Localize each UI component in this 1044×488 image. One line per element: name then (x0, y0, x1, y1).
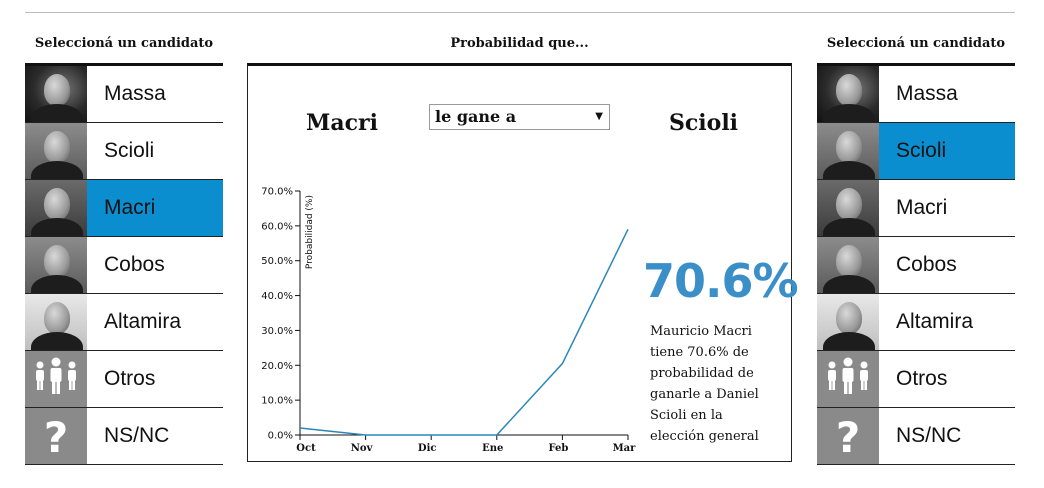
right-candidate-massa[interactable]: Massa (817, 66, 1015, 123)
x-tick-label: Mar (613, 443, 637, 454)
y-tick-label: 70.0% (261, 187, 293, 198)
right-candidate-cobos[interactable]: Cobos (817, 237, 1015, 294)
question-mark-icon: ? (817, 408, 879, 464)
right-candidate-list: Massa Scioli Macri Cobos Altamira Otros (817, 63, 1015, 465)
center-title: Probabilidad que... (450, 36, 589, 51)
right-candidate-altamira[interactable]: Altamira (817, 294, 1015, 351)
x-tick-label: Feb (548, 443, 568, 454)
altamira-photo (25, 294, 87, 350)
y-tick-label: 40.0% (261, 291, 293, 302)
right-column-title: Seleccioná un candidato (826, 36, 1006, 51)
candidate-b-name: Scioli (669, 110, 739, 136)
probability-chart: 0.0% 10.0% 20.0% 30.0% 40.0% 50.0% 60.0% 70.0% P… (261, 187, 637, 455)
probability-line (299, 229, 629, 436)
right-candidate-otros[interactable]: Otros (817, 351, 1015, 408)
candidate-label: Otros (896, 367, 948, 390)
right-candidate-macri[interactable]: Macri (817, 180, 1015, 237)
candidate-label: Massa (896, 82, 958, 105)
people-icon (817, 351, 879, 407)
candidate-label: NS/NC (896, 424, 962, 447)
candidate-label: Scioli (896, 139, 947, 162)
x-tick-label: Nov (351, 443, 374, 454)
candidate-label: Macri (896, 196, 948, 219)
candidate-label: Macri (104, 196, 156, 219)
left-column-title: Seleccioná un candidato (34, 36, 214, 51)
macri-photo (817, 180, 879, 236)
y-axis-label: Probabilidad (%) (305, 195, 315, 269)
cobos-photo (25, 237, 87, 293)
right-candidate-scioli[interactable]: Scioli (817, 123, 1015, 180)
left-candidate-scioli[interactable]: Scioli (25, 123, 223, 180)
candidate-label: Massa (104, 82, 166, 105)
massa-photo (25, 66, 87, 122)
probability-description: Mauricio Macri tiene 70.6% de probabilid… (650, 324, 759, 444)
macri-photo (25, 180, 87, 236)
candidate-label: Altamira (104, 310, 182, 333)
candidate-a-name: Macri (306, 110, 378, 136)
y-tick-label: 0.0% (268, 431, 293, 442)
x-tick-label: Oct (296, 443, 316, 454)
svg-text:?: ? (44, 413, 68, 462)
dropdown-arrow-icon: ▼ (595, 111, 603, 122)
top-divider (25, 12, 1015, 13)
relation-select[interactable]: le gane a ▼ (429, 104, 610, 130)
candidate-label: Otros (104, 367, 156, 390)
right-candidate-nsnc[interactable]: ? NS/NC (817, 408, 1015, 465)
y-tick-label: 30.0% (261, 326, 293, 337)
svg-text:?: ? (836, 413, 860, 462)
candidate-label: Altamira (896, 310, 974, 333)
candidate-label: Cobos (896, 253, 957, 276)
question-mark-icon: ? (25, 408, 87, 464)
comparison-panel: Macri le gane a ▼ Scioli 0.0% 10.0% 20.0% 3… (247, 63, 799, 462)
left-candidate-macri[interactable]: Macri (25, 180, 223, 237)
left-candidate-cobos[interactable]: Cobos (25, 237, 223, 294)
people-icon (25, 351, 87, 407)
left-candidate-altamira[interactable]: Altamira (25, 294, 223, 351)
candidate-label: Scioli (104, 139, 155, 162)
candidate-label: Cobos (104, 253, 165, 276)
relation-select-value: le gane a (435, 107, 517, 126)
left-candidate-otros[interactable]: Otros (25, 351, 223, 408)
y-tick-label: 10.0% (261, 396, 293, 407)
y-tick-label: 60.0% (261, 221, 293, 232)
scioli-photo (25, 123, 87, 179)
x-tick-label: Ene (482, 443, 503, 454)
massa-photo (817, 66, 879, 122)
x-tick-label: Dic (418, 443, 437, 454)
y-tick-label: 20.0% (261, 361, 293, 372)
y-tick-label: 50.0% (261, 256, 293, 267)
altamira-photo (817, 294, 879, 350)
left-candidate-list: Massa Scioli Macri Cobos Altamira Otros (25, 63, 223, 465)
left-candidate-nsnc[interactable]: ? NS/NC (25, 408, 223, 465)
cobos-photo (817, 237, 879, 293)
left-candidate-massa[interactable]: Massa (25, 66, 223, 123)
headline-percentage: 70.6% (643, 254, 799, 308)
candidate-label: NS/NC (104, 424, 170, 447)
scioli-photo (817, 123, 879, 179)
